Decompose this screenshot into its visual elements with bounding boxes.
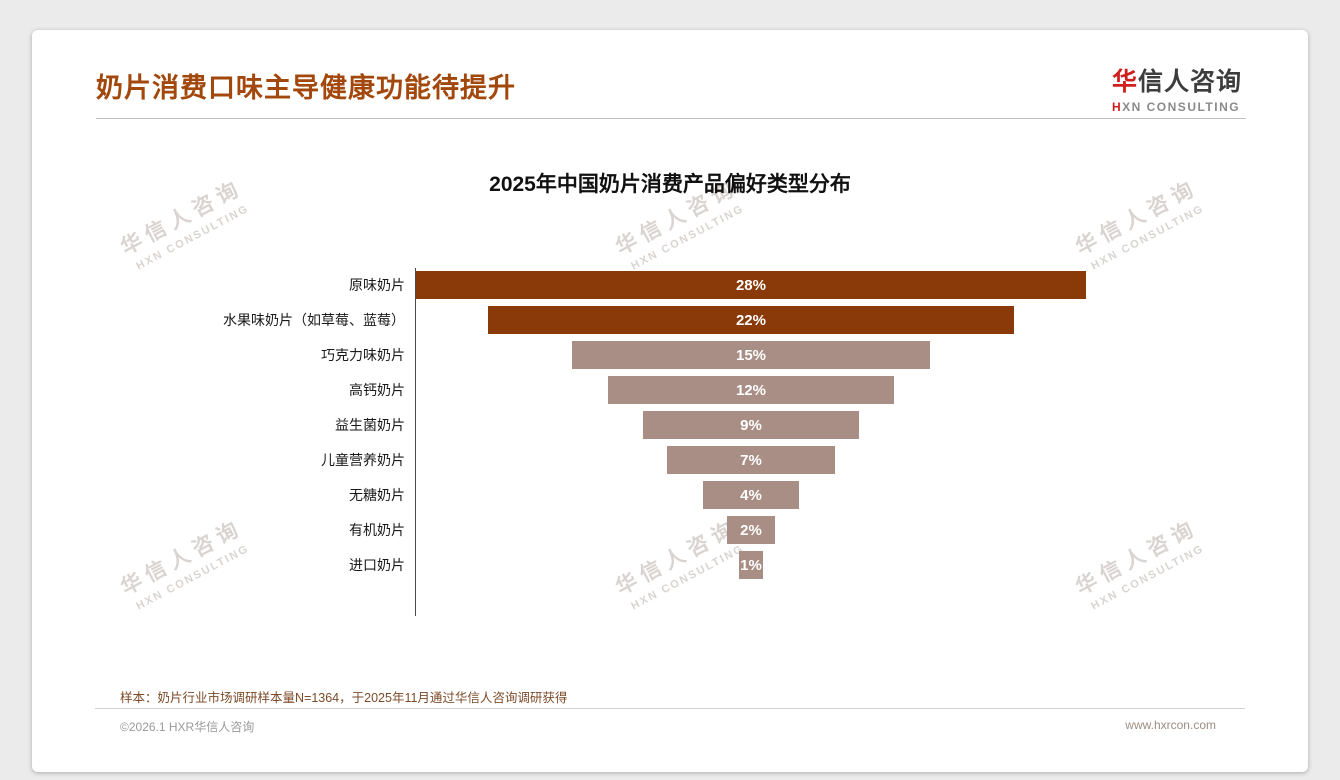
category-label: 有机奶片 bbox=[349, 522, 405, 538]
bar-value-label: 22% bbox=[735, 311, 766, 329]
bar: 22% bbox=[488, 306, 1014, 334]
category-label: 无糖奶片 bbox=[349, 487, 405, 503]
chart-title: 2025年中国奶片消费产品偏好类型分布 bbox=[489, 173, 851, 196]
bar: 28% bbox=[416, 271, 1086, 299]
bar: 7% bbox=[667, 446, 835, 474]
logo-english-first-char: H bbox=[1111, 100, 1123, 114]
chart-row: 有机奶片 2% bbox=[32, 516, 1308, 544]
chart-row: 原味奶片 28% bbox=[32, 271, 1308, 299]
bar-value-label: 4% bbox=[740, 486, 762, 504]
chart-row: 巧克力味奶片 15% bbox=[32, 341, 1308, 369]
bar: 12% bbox=[607, 376, 895, 404]
sample-note: 样本：奶片行业市场调研样本量N=1364，于2025年11月通过华信人咨询调研获… bbox=[120, 691, 568, 705]
chart-axis-line bbox=[415, 268, 416, 616]
logo-chinese-rest: 信人咨询 bbox=[1137, 68, 1242, 96]
chart-row: 水果味奶片（如草莓、蓝莓） 22% bbox=[32, 306, 1308, 334]
company-logo: 华信人咨询 HXN CONSULTING bbox=[1112, 62, 1242, 114]
slide: 华信人咨询 HXN CONSULTING 华信人咨询 HXN CONSULTING 华信… bbox=[32, 30, 1308, 772]
category-label: 巧克力味奶片 bbox=[321, 347, 405, 363]
watermark-english-text: HXN CONSULTING bbox=[1089, 202, 1207, 273]
category-label: 原味奶片 bbox=[349, 277, 405, 293]
footer-website-link[interactable]: www.hxrcon.com bbox=[1125, 718, 1216, 732]
watermark-english-text: HXN CONSULTING bbox=[134, 202, 252, 273]
logo-english-name: HXN CONSULTING bbox=[1112, 100, 1242, 114]
category-label: 儿童营养奶片 bbox=[321, 452, 405, 468]
chart-row: 高钙奶片 12% bbox=[32, 376, 1308, 404]
logo-chinese-first-char: 华 bbox=[1111, 68, 1138, 96]
header-divider bbox=[96, 118, 1246, 119]
page-title: 奶片消费口味主导健康功能待提升 bbox=[96, 73, 516, 103]
category-label: 高钙奶片 bbox=[349, 382, 405, 398]
logo-english-rest: XN CONSULTING bbox=[1122, 100, 1241, 114]
category-label: 进口奶片 bbox=[349, 557, 405, 573]
category-label: 水果味奶片（如草莓、蓝莓） bbox=[223, 312, 405, 328]
footer-divider bbox=[95, 708, 1245, 709]
bar-value-label: 28% bbox=[735, 276, 766, 294]
watermark-english-text: HXN CONSULTING bbox=[629, 202, 747, 273]
bar-value-label: 7% bbox=[740, 451, 762, 469]
bar: 2% bbox=[727, 516, 775, 544]
bar: 4% bbox=[703, 481, 799, 509]
chart-row: 益生菌奶片 9% bbox=[32, 411, 1308, 439]
bar-value-label: 12% bbox=[735, 381, 766, 399]
bar-value-label: 9% bbox=[740, 416, 762, 434]
logo-chinese-name: 华信人咨询 bbox=[1112, 62, 1242, 98]
bar: 15% bbox=[571, 341, 931, 369]
chart-row: 进口奶片 1% bbox=[32, 551, 1308, 579]
footer-copyright: ©2026.1 HXR华信人咨询 bbox=[120, 720, 255, 734]
category-label: 益生菌奶片 bbox=[335, 417, 405, 433]
bar-value-label: 15% bbox=[735, 346, 767, 364]
bar: 1% bbox=[739, 551, 763, 579]
chart-row: 儿童营养奶片 7% bbox=[32, 446, 1308, 474]
bar-value-label: 1% bbox=[740, 556, 762, 574]
bar: 9% bbox=[643, 411, 859, 439]
chart-row: 无糖奶片 4% bbox=[32, 481, 1308, 509]
bar-value-label: 2% bbox=[740, 521, 762, 539]
